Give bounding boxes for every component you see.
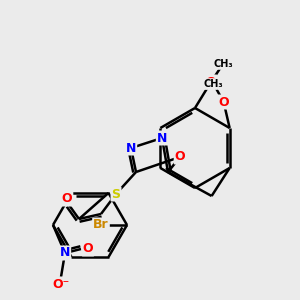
Text: N: N [157,131,167,145]
Text: N: N [60,247,70,260]
Text: Br: Br [93,218,109,232]
Text: CH₃: CH₃ [213,59,233,69]
Text: N: N [126,142,136,154]
Text: O: O [83,242,93,256]
Text: O: O [218,95,229,109]
Text: O: O [175,151,185,164]
Text: O: O [206,76,216,88]
Text: O: O [62,193,72,206]
Text: S: S [112,188,121,200]
Text: O⁻: O⁻ [52,278,70,290]
Text: CH₃: CH₃ [204,79,224,89]
